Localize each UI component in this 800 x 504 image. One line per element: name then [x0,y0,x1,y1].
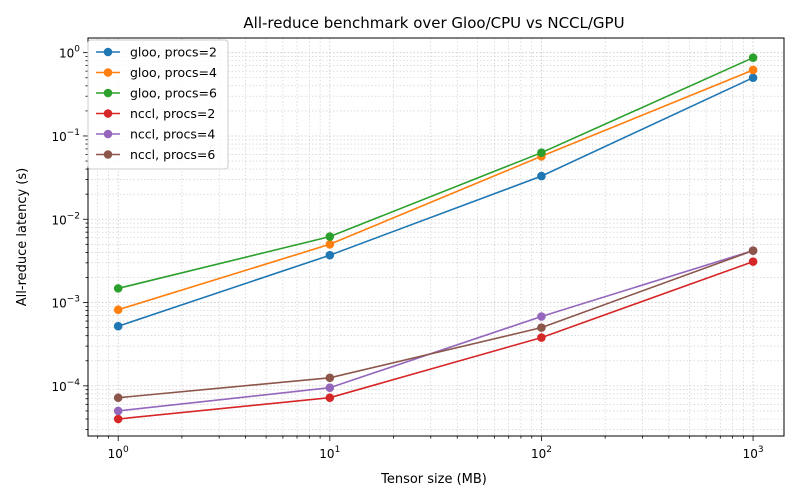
data-point [748,73,758,83]
legend-box [87,39,229,170]
legend-label: nccl, procs=2 [130,106,215,121]
data-point [748,53,758,63]
data-point [537,333,546,342]
x-axis-label: Tensor size (MB) [380,472,487,487]
plot-frame [87,37,785,437]
series-line [118,260,754,420]
legend-swatch-marker [103,88,113,98]
data-point [113,393,123,403]
x-tick-label: 102 [531,445,552,461]
data-point [748,257,758,266]
legend-swatch-marker [103,129,113,139]
x-axis-ticks: 100 101 102 103 [97,436,764,461]
data-point [113,305,123,315]
legend-swatch-marker [103,47,113,57]
legend-label: gloo, procs=4 [130,65,217,80]
data-point [113,321,123,331]
y-tick-label: 10−3 [51,295,80,311]
legend-swatch-marker [103,68,113,77]
legend-swatch-marker [103,109,113,118]
y-tick-label: 100 [59,45,80,61]
legend-label: nccl, procs=4 [130,127,215,142]
series-line [118,56,754,290]
data-point [325,250,335,260]
legend-label: gloo, procs=6 [130,86,217,101]
data-point [113,284,123,293]
data-point [325,393,335,403]
x-tick-label: 101 [319,445,340,461]
data-point [748,65,758,75]
data-point [537,312,546,321]
legend-label: nccl, procs=6 [130,147,215,162]
legend-label: gloo, procs=2 [130,45,217,60]
chart-title: All-reduce benchmark over Gloo/CPU vs NC… [243,14,624,32]
data-point [325,373,335,383]
data-point [537,171,546,181]
data-point [325,240,335,249]
y-tick-label: 10−1 [51,128,80,144]
y-axis-label: All-reduce latency (s) [15,168,30,306]
y-tick-label: 10−2 [51,211,80,227]
data-point [113,414,123,424]
data-point [325,232,335,241]
y-tick-label: 10−4 [51,378,80,394]
data-point [537,148,546,157]
series-line [117,69,754,311]
data-point [748,246,758,255]
series-line [118,249,754,399]
data-point [113,406,123,416]
x-tick-label: 100 [108,445,129,461]
x-tick-label: 103 [743,445,764,461]
y-axis-ticks: 10−4 10−3 10−2 10−1 100 [51,45,88,430]
series-layer [113,53,758,424]
data-point [325,383,335,393]
series-line [117,76,754,327]
legend: gloo, procs=2 gloo, procs=4 gloo, procs=6 n… [87,39,229,170]
legend-swatch-marker [103,150,113,159]
data-point [537,323,546,332]
